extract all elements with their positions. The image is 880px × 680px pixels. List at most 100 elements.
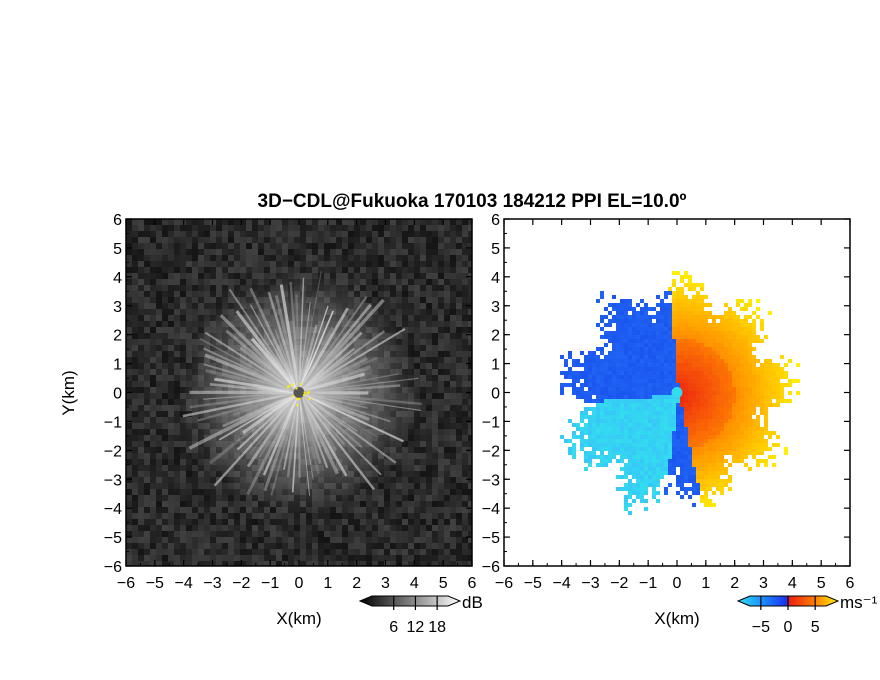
noise-cell [144,297,150,303]
velocity-cell [680,403,684,407]
noise-cell [426,219,432,225]
noise-cell [168,555,174,561]
velocity-cell [596,419,600,423]
velocity-cell [648,387,652,391]
velocity-cell [700,335,704,339]
noise-cell [198,309,204,315]
noise-cell [390,243,396,249]
noise-cell [162,447,168,453]
noise-cell [462,447,468,453]
snr-ray [291,392,300,493]
noise-cell [288,267,294,273]
velocity-cell [716,331,720,335]
velocity-cell [712,399,716,403]
noise-cell [168,435,174,441]
velocity-cell [744,339,748,343]
noise-cell [252,525,258,531]
velocity-cell [688,311,692,315]
noise-cell [216,249,222,255]
velocity-cell [624,319,628,323]
velocity-cell [712,391,716,395]
noise-cell [144,531,150,537]
noise-cell [234,537,240,543]
noise-cell [186,531,192,537]
snr-yellow-pixel [302,394,305,397]
noise-cell [372,231,378,237]
velocity-cell [676,271,680,275]
noise-cell [216,513,222,519]
noise-cell [198,267,204,273]
noise-cell [156,315,162,321]
velocity-cell [736,399,740,403]
velocity-cell [608,303,612,307]
velocity-cell [632,339,636,343]
noise-cell [240,231,246,237]
velocity-cell [748,363,752,367]
noise-cell [444,249,450,255]
velocity-cell [632,327,636,331]
noise-cell [366,267,372,273]
noise-cell [342,519,348,525]
noise-cell [132,237,138,243]
velocity-cell [628,383,632,387]
velocity-cell [724,319,728,323]
noise-cell [132,441,138,447]
velocity-cell [620,343,624,347]
noise-cell [384,531,390,537]
noise-cell [192,489,198,495]
noise-cell [438,261,444,267]
noise-cell [126,465,132,471]
noise-cell [426,363,432,369]
noise-cell [132,477,138,483]
velocity-cell [600,359,604,363]
velocity-cell [644,303,648,307]
velocity-cell [588,395,592,399]
noise-cell [444,255,450,261]
noise-cell [258,249,264,255]
noise-cell [414,285,420,291]
noise-cell [216,543,222,549]
noise-cell [456,297,462,303]
velocity-cell [636,387,640,391]
noise-cell [408,465,414,471]
noise-cell [198,219,204,225]
noise-cell [132,327,138,333]
noise-cell [468,375,472,381]
noise-cell [252,219,258,225]
noise-cell [462,435,468,441]
x-tick-label: 1 [323,575,332,592]
noise-cell [330,555,336,561]
noise-cell [402,291,408,297]
noise-cell [294,255,300,261]
noise-cell [342,561,348,566]
noise-cell [468,291,472,297]
noise-cell [222,519,228,525]
noise-cell [408,249,414,255]
noise-cell [162,459,168,465]
noise-cell [132,411,138,417]
noise-cell [144,375,150,381]
velocity-cell [612,363,616,367]
noise-cell [258,225,264,231]
velocity-cell [744,343,748,347]
velocity-cell [652,375,656,379]
noise-cell [150,375,156,381]
noise-cell [432,351,438,357]
velocity-cell [744,367,748,371]
noise-cell [444,531,450,537]
noise-cell [138,327,144,333]
noise-cell [162,387,168,393]
noise-cell [162,561,168,566]
noise-cell [438,309,444,315]
velocity-cell [736,391,740,395]
noise-cell [204,507,210,513]
velocity-cell [740,323,744,327]
noise-cell [312,249,318,255]
noise-cell [216,519,222,525]
noise-cell [138,261,144,267]
noise-cell [162,357,168,363]
noise-cell [444,405,450,411]
noise-cell [402,507,408,513]
noise-cell [468,471,472,477]
noise-cell [312,237,318,243]
